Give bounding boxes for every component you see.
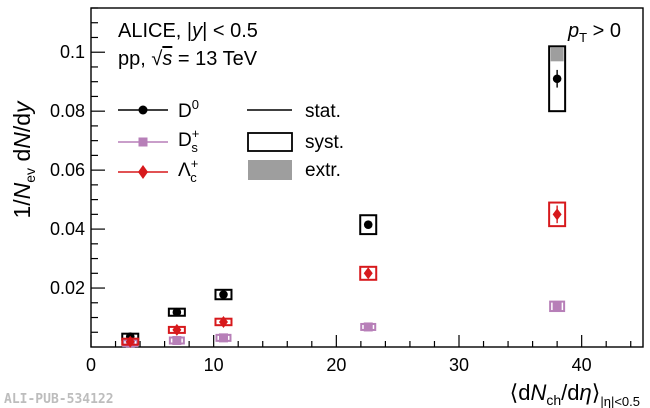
svg-text:D0: D0 xyxy=(178,97,199,122)
marker-ds xyxy=(552,301,562,311)
legend-uncertainty: stat. syst. extr. xyxy=(247,101,344,181)
extr-band-d0 xyxy=(550,47,564,62)
marker-d0 xyxy=(172,307,182,317)
point-lc xyxy=(121,335,140,348)
marker-d0 xyxy=(552,74,562,84)
y-tick-label: 0.1 xyxy=(60,42,85,62)
syst-box-d0 xyxy=(359,214,378,236)
marker-lc xyxy=(552,208,562,221)
y-tick-label: 0.02 xyxy=(50,278,85,298)
point-d0 xyxy=(214,288,233,301)
y-axis: 0.02 0.04 0.06 0.08 0.1 xyxy=(50,7,105,333)
x-tick-label: 10 xyxy=(204,355,224,375)
marker-lc xyxy=(125,335,135,348)
legend-item-lc: Λ+ c xyxy=(118,156,198,185)
x-axis-label: ⟨dNch/dη⟩|η|<0.5 xyxy=(510,380,640,408)
marker-lc xyxy=(218,315,228,328)
marker-ds xyxy=(172,336,182,346)
marker-ds xyxy=(363,322,373,332)
syst-box-d0 xyxy=(214,288,233,301)
legend-item-ds: D+ s xyxy=(118,126,199,155)
legend-extr-box xyxy=(248,160,292,180)
point-d0 xyxy=(167,307,186,317)
syst-box-lc xyxy=(359,265,378,281)
y-tick-label: 0.04 xyxy=(50,219,85,239)
marker-lc xyxy=(172,323,182,336)
figure-id: ALI-PUB-534122 xyxy=(4,392,114,407)
point-ds xyxy=(360,322,377,332)
point-lc xyxy=(548,201,567,228)
x-tick-label: 20 xyxy=(326,355,346,375)
point-lc xyxy=(214,315,233,328)
marker-d0 xyxy=(219,290,228,299)
legend-item-d0: D0 xyxy=(118,97,199,122)
y-tick-label: 0.08 xyxy=(50,101,85,121)
marker-ds xyxy=(218,333,228,343)
marker-d0 xyxy=(363,220,373,229)
header-cut: pT > 0 xyxy=(567,20,621,45)
x-axis: 0 10 20 30 40 xyxy=(86,335,632,375)
point-d0 xyxy=(359,214,378,236)
point-lc xyxy=(359,265,378,281)
x-tick-label: 0 xyxy=(86,355,96,375)
point-ds xyxy=(168,336,185,346)
point-ds xyxy=(549,300,566,313)
legend-species: D0 D+ s Λ+ c xyxy=(118,97,199,185)
svg-text:D+s: D+ s xyxy=(178,126,199,155)
legend-extr-label: extr. xyxy=(305,160,341,181)
legend-syst-label: syst. xyxy=(305,132,344,153)
syst-box-d0 xyxy=(548,45,567,113)
plot-frame xyxy=(90,7,644,348)
svg-text:Λ+c: Λ+ c xyxy=(178,156,198,185)
syst-box-ds xyxy=(549,300,566,313)
marker-lc xyxy=(363,267,373,280)
x-tick-label: 40 xyxy=(572,355,592,375)
legend-stat-label: stat. xyxy=(305,101,341,122)
legend-syst-box xyxy=(247,132,293,152)
y-axis-label: 1/Nev dN/dy xyxy=(9,100,38,219)
y-tick-label: 0.06 xyxy=(50,160,85,180)
header-line2: pp, √s = 13 TeV xyxy=(118,48,258,70)
point-ds xyxy=(215,333,232,343)
header-line1: ALICE, |y| < 0.5 xyxy=(118,20,258,42)
point-lc xyxy=(167,323,186,336)
syst-box-lc xyxy=(548,201,567,228)
data-points xyxy=(121,45,567,348)
x-tick-label: 30 xyxy=(449,355,469,375)
point-d0 xyxy=(548,45,567,113)
